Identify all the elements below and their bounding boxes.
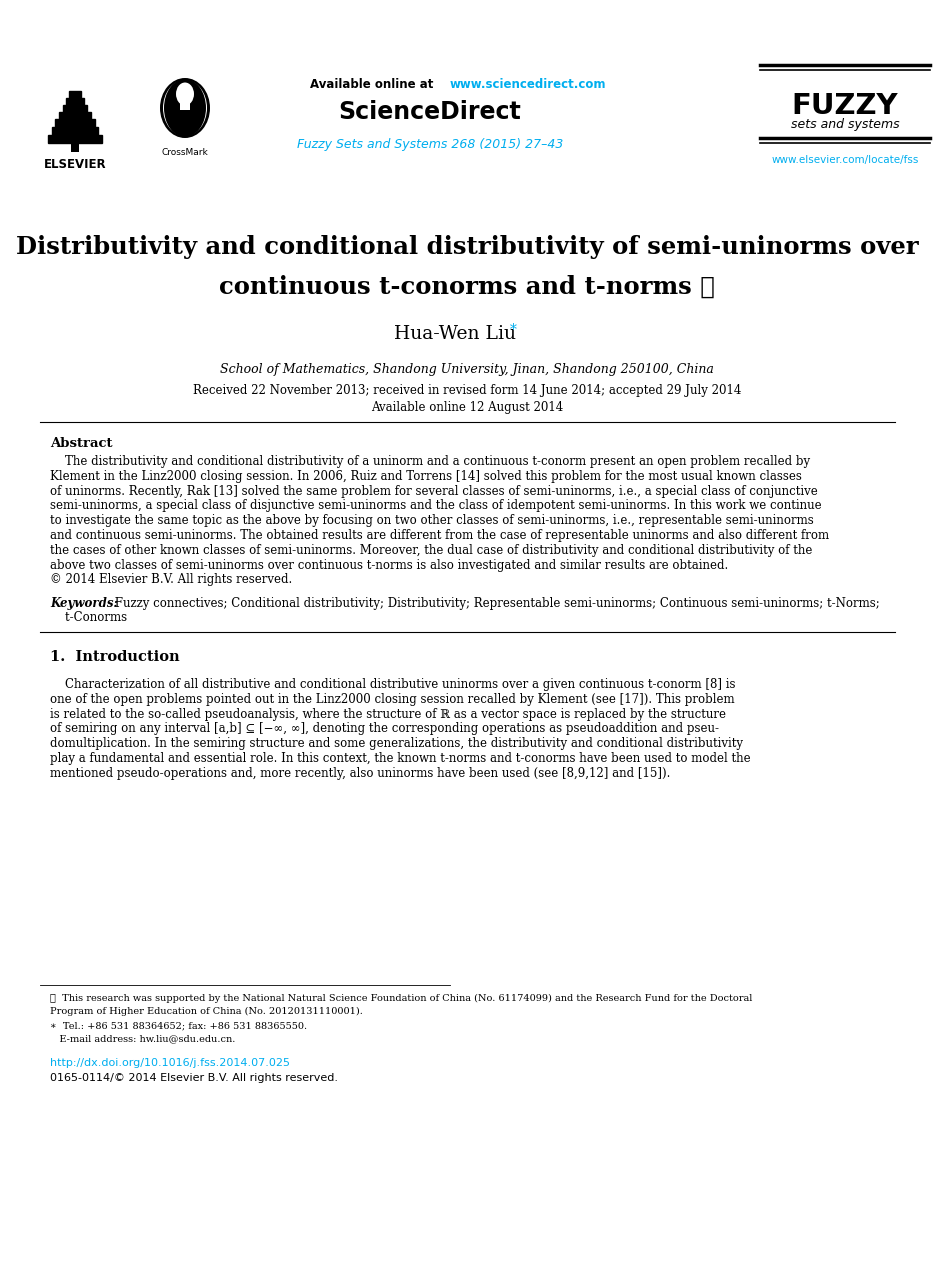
- Text: 0165-0114/© 2014 Elsevier B.V. All rights reserved.: 0165-0114/© 2014 Elsevier B.V. All right…: [50, 1074, 338, 1082]
- Text: www.sciencedirect.com: www.sciencedirect.com: [450, 78, 607, 91]
- Text: ∗  Tel.: +86 531 88364652; fax: +86 531 88365550.: ∗ Tel.: +86 531 88364652; fax: +86 531 8…: [50, 1020, 307, 1031]
- Ellipse shape: [160, 78, 210, 138]
- Text: ⋆  This research was supported by the National Natural Science Foundation of Chi: ⋆ This research was supported by the Nat…: [50, 994, 753, 1003]
- Text: domultiplication. In the semiring structure and some generalizations, the distri: domultiplication. In the semiring struct…: [50, 737, 743, 751]
- Text: t-Conorms: t-Conorms: [50, 611, 127, 624]
- Polygon shape: [66, 97, 84, 105]
- Text: http://dx.doi.org/10.1016/j.fss.2014.07.025: http://dx.doi.org/10.1016/j.fss.2014.07.…: [50, 1058, 290, 1069]
- Text: School of Mathematics, Shandong University, Jinan, Shandong 250100, China: School of Mathematics, Shandong Universi…: [220, 363, 714, 376]
- Text: Distributivity and conditional distributivity of semi-uninorms over: Distributivity and conditional distribut…: [16, 235, 918, 260]
- Ellipse shape: [163, 80, 207, 135]
- Bar: [180, 90, 190, 110]
- Text: Klement in the Linz2000 closing session. In 2006, Ruiz and Torrens [14] solved t: Klement in the Linz2000 closing session.…: [50, 470, 802, 482]
- Polygon shape: [55, 119, 95, 127]
- Text: ELSEVIER: ELSEVIER: [44, 158, 107, 171]
- Polygon shape: [52, 127, 98, 135]
- Text: of uninorms. Recently, Rak [13] solved the same problem for several classes of s: of uninorms. Recently, Rak [13] solved t…: [50, 485, 818, 498]
- Text: *: *: [510, 323, 517, 337]
- Polygon shape: [59, 111, 91, 119]
- Text: FUZZY: FUZZY: [792, 92, 899, 120]
- Bar: [71, 143, 79, 152]
- Text: © 2014 Elsevier B.V. All rights reserved.: © 2014 Elsevier B.V. All rights reserved…: [50, 573, 293, 586]
- Text: mentioned pseudo-operations and, more recently, also uninorms have been used (se: mentioned pseudo-operations and, more re…: [50, 767, 670, 780]
- Polygon shape: [69, 91, 81, 97]
- Text: of semiring on any interval [a,b] ⊆ [−∞, ∞], denoting the corresponding operatio: of semiring on any interval [a,b] ⊆ [−∞,…: [50, 723, 719, 736]
- Text: Available online 12 August 2014: Available online 12 August 2014: [371, 401, 563, 414]
- Ellipse shape: [164, 78, 206, 137]
- Text: play a fundamental and essential role. In this context, the known t-norms and t-: play a fundamental and essential role. I…: [50, 752, 751, 765]
- Text: to investigate the same topic as the above by focusing on two other classes of s: to investigate the same topic as the abo…: [50, 514, 813, 527]
- Text: Keywords:: Keywords:: [50, 598, 118, 610]
- Text: The distributivity and conditional distributivity of a uninorm and a continuous : The distributivity and conditional distr…: [50, 454, 810, 468]
- Text: E-mail address: hw.liu@sdu.edu.cn.: E-mail address: hw.liu@sdu.edu.cn.: [50, 1034, 236, 1043]
- Text: is related to the so-called pseudoanalysis, where the structure of ℝ as a vector: is related to the so-called pseudoanalys…: [50, 708, 726, 720]
- Text: ScienceDirect: ScienceDirect: [338, 100, 522, 124]
- Text: 1.  Introduction: 1. Introduction: [50, 649, 180, 663]
- Text: Available online at: Available online at: [310, 78, 438, 91]
- Polygon shape: [63, 105, 87, 111]
- Text: continuous t-conorms and t-norms ☆: continuous t-conorms and t-norms ☆: [219, 275, 715, 299]
- Bar: [0, 0, 935, 13]
- Text: sets and systems: sets and systems: [791, 118, 899, 130]
- Text: one of the open problems pointed out in the Linz2000 closing session recalled by: one of the open problems pointed out in …: [50, 693, 735, 706]
- Text: www.elsevier.com/locate/fss: www.elsevier.com/locate/fss: [771, 154, 919, 165]
- Text: Program of Higher Education of China (No. 20120131110001).: Program of Higher Education of China (No…: [50, 1006, 363, 1017]
- Ellipse shape: [176, 82, 194, 105]
- Text: Received 22 November 2013; received in revised form 14 June 2014; accepted 29 Ju: Received 22 November 2013; received in r…: [193, 384, 741, 398]
- Text: Fuzzy connectives; Conditional distributivity; Distributivity; Representable sem: Fuzzy connectives; Conditional distribut…: [111, 598, 880, 610]
- Text: Hua-Wen Liu: Hua-Wen Liu: [394, 325, 516, 343]
- Text: Characterization of all distributive and conditional distributive uninorms over : Characterization of all distributive and…: [50, 679, 736, 691]
- Text: above two classes of semi-uninorms over continuous t-norms is also investigated : above two classes of semi-uninorms over …: [50, 558, 728, 572]
- Text: CrossMark: CrossMark: [162, 148, 209, 157]
- Text: Fuzzy Sets and Systems 268 (2015) 27–43: Fuzzy Sets and Systems 268 (2015) 27–43: [296, 138, 563, 151]
- Polygon shape: [48, 135, 102, 143]
- Text: the cases of other known classes of semi-uninorms. Moreover, the dual case of di: the cases of other known classes of semi…: [50, 544, 813, 557]
- Text: semi-uninorms, a special class of disjunctive semi-uninorms and the class of ide: semi-uninorms, a special class of disjun…: [50, 499, 822, 513]
- Text: Abstract: Abstract: [50, 437, 112, 449]
- Text: and continuous semi-uninorms. The obtained results are different from the case o: and continuous semi-uninorms. The obtain…: [50, 529, 829, 542]
